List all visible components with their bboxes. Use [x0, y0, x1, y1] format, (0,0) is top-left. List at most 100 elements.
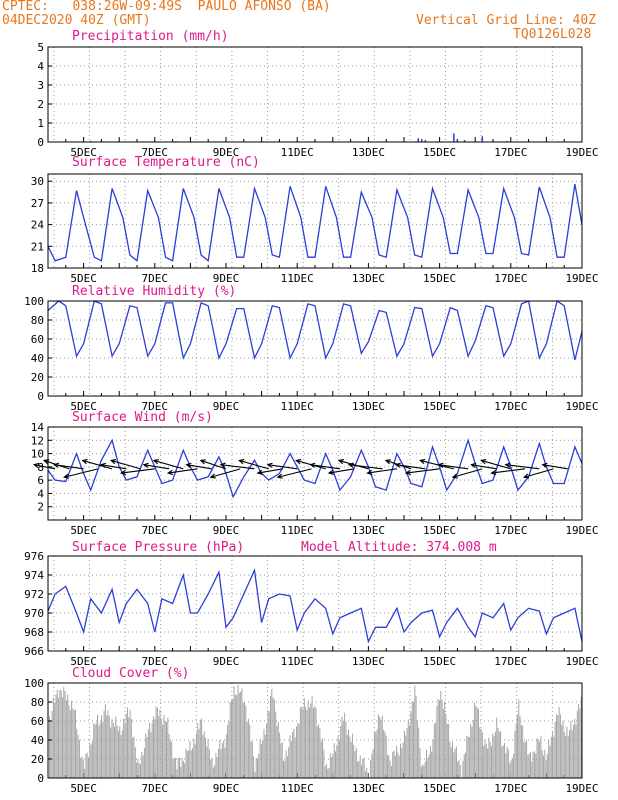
cloud-bar	[549, 745, 551, 778]
cloud-bar	[514, 731, 516, 778]
cloud-bar	[392, 751, 394, 778]
cloud-bar	[474, 702, 476, 778]
cloud-bar	[270, 696, 271, 778]
x-tick-label: 9DEC	[213, 400, 240, 413]
cloud-bar	[407, 719, 409, 778]
cloud-bar	[143, 748, 145, 778]
cloud-bar	[214, 765, 216, 778]
cloud-bar	[180, 766, 182, 778]
cloud-bar	[493, 735, 495, 778]
y-tick-label: 0	[37, 772, 44, 785]
cloud-bar	[370, 760, 372, 778]
cloud-bar	[355, 747, 357, 778]
cloud-bar	[475, 705, 477, 778]
cloud-bar	[572, 724, 574, 778]
cloud-bar	[154, 719, 156, 778]
cloud-bar	[301, 706, 303, 778]
cloud-bar	[290, 740, 292, 778]
temp-series-line	[47, 183, 583, 263]
cloud-bar	[357, 761, 359, 778]
cloud-bar	[271, 688, 273, 778]
wind-arrow	[152, 459, 184, 470]
cloud-bar	[286, 756, 288, 778]
x-tick-label: 11DEC	[281, 782, 314, 795]
cloud-bar	[151, 722, 153, 778]
cloud-bar	[459, 765, 461, 778]
pressure-title: Surface Pressure (hPa)	[72, 540, 245, 555]
y-tick-label: 974	[24, 569, 44, 582]
x-tick-label: 15DEC	[423, 146, 456, 159]
cloud-bar	[145, 733, 147, 778]
cloud-bar	[320, 741, 322, 778]
x-tick-label: 11DEC	[281, 524, 314, 537]
x-tick-label: 13DEC	[352, 655, 385, 668]
x-tick-label: 9DEC	[213, 524, 240, 537]
cloud-bar	[260, 743, 262, 778]
cloud-bar	[329, 753, 331, 778]
panel-frame	[47, 426, 583, 521]
cloud-bar	[277, 721, 279, 778]
cloud-bar	[288, 747, 290, 778]
y-tick-label: 40	[31, 352, 44, 365]
cloud-bar	[130, 718, 132, 778]
cloud-bar	[85, 754, 87, 778]
cloud-bar	[405, 735, 407, 778]
cloud-bar	[121, 730, 123, 778]
cloud-bar	[293, 728, 295, 778]
y-tick-label: 20	[31, 371, 44, 384]
cloud-bar	[371, 753, 373, 778]
cloud-bar	[101, 715, 102, 778]
cloud-bar	[437, 698, 439, 778]
cloud-bar	[471, 726, 473, 778]
wind-arrow	[81, 459, 113, 470]
cloud-bar	[333, 743, 335, 778]
cloud-bar	[240, 691, 242, 778]
cloud-bar	[372, 748, 374, 778]
wind-series-line	[47, 438, 583, 499]
cloud-bar	[350, 741, 352, 778]
wind-arrow	[470, 462, 497, 470]
x-tick-label: 15DEC	[423, 655, 456, 668]
y-tick-label: 0	[37, 390, 44, 403]
cloud-bar	[146, 736, 148, 778]
cloud-bar	[576, 710, 578, 778]
cloud-bar	[242, 702, 244, 778]
cloud-bar	[255, 758, 257, 778]
cloud-bar	[203, 731, 205, 778]
cloud-bar	[562, 720, 564, 778]
cloud-bar	[579, 708, 581, 778]
cloud-bar	[569, 730, 570, 778]
cloud-bar	[416, 720, 418, 778]
cloud-bar	[296, 726, 297, 778]
cloud-bar	[163, 714, 165, 778]
x-tick-label: 13DEC	[352, 524, 385, 537]
panel-frame	[47, 173, 583, 269]
cloud-bar	[387, 754, 388, 778]
cloud-bar	[497, 728, 499, 778]
wind-arrow	[347, 462, 383, 470]
cloud-bar	[388, 755, 390, 778]
cloud-bar	[541, 750, 543, 778]
cloud-bar	[396, 745, 398, 778]
y-tick-label: 12	[31, 434, 44, 447]
cloud-bar	[95, 722, 97, 778]
cloud-bar	[267, 710, 269, 778]
cloud-bar	[238, 692, 240, 778]
x-tick-label: 19DEC	[565, 400, 598, 413]
wind-arrow	[504, 462, 540, 470]
cloud-bar	[427, 758, 429, 778]
cloud-bar	[511, 758, 513, 778]
cloud-bar	[132, 737, 134, 778]
cloud-bar	[289, 735, 291, 778]
cloud-bar	[312, 707, 314, 778]
cloud-bar	[219, 740, 221, 778]
cloud-bar	[533, 751, 535, 778]
cloud-bar	[377, 714, 379, 778]
y-tick-label: 1	[37, 117, 44, 130]
cloud-bar	[504, 742, 505, 778]
cloud-bar	[50, 719, 52, 778]
cloud-bar	[175, 757, 177, 778]
cloud-bar	[181, 757, 183, 778]
cloud-bar	[335, 751, 336, 778]
